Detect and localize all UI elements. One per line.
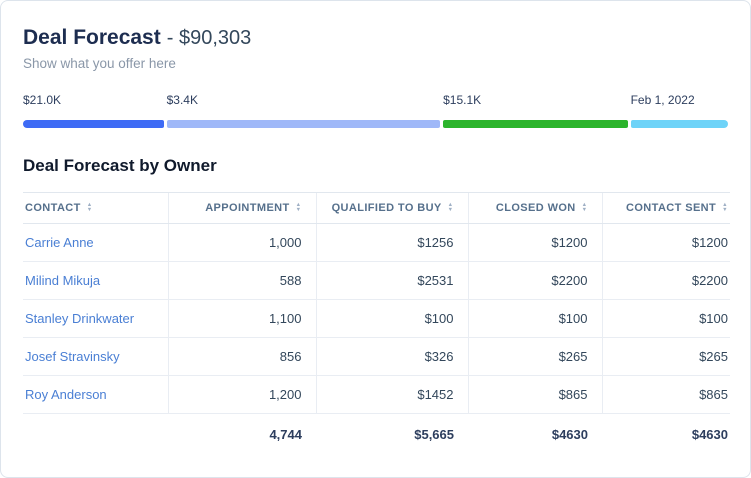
sort-icon[interactable]: ▲ ▼ bbox=[447, 202, 454, 214]
cell-qualified: $1452 bbox=[315, 375, 468, 415]
contact-link[interactable]: Stanley Drinkwater bbox=[25, 311, 135, 327]
totals-empty-cell bbox=[23, 414, 168, 456]
progress-labels: $21.0K $3.4K $15.1K Feb 1, 2022 bbox=[23, 93, 728, 107]
contact-link[interactable]: Roy Anderson bbox=[25, 387, 107, 403]
forecast-table: Contact ▲ ▼ Appointment ▲ ▼ Qualified to Buy… bbox=[23, 192, 730, 455]
cell-closed-won: $865 bbox=[467, 375, 602, 415]
cell-contact-sent: $865 bbox=[601, 375, 730, 415]
table-row: Josef Stravinsky 856 $326 $265 $265 bbox=[23, 337, 730, 377]
contact-link[interactable]: Milind Mikuja bbox=[25, 273, 101, 289]
cell-appointment: 1,100 bbox=[167, 299, 316, 339]
total-contact-sent: $4630 bbox=[691, 427, 728, 443]
segment-label-2: $3.4K bbox=[166, 93, 198, 108]
cell-qualified: $2531 bbox=[315, 261, 468, 301]
total-closed-won: $4630 bbox=[551, 427, 588, 443]
cell-appointment: 856 bbox=[167, 337, 316, 377]
cell-qualified: $326 bbox=[315, 337, 468, 377]
cell-closed-won: $265 bbox=[467, 337, 602, 377]
column-header-contact[interactable]: Contact ▲ ▼ bbox=[23, 192, 168, 225]
total-qualified: $5,665 bbox=[414, 427, 454, 443]
sort-icon[interactable]: ▲ ▼ bbox=[295, 202, 302, 214]
report-total-amount: - $90,303 bbox=[166, 27, 252, 49]
cell-contact-sent: $2200 bbox=[601, 261, 730, 301]
progress-segment-3 bbox=[443, 120, 628, 129]
segment-label-1: $21.0K bbox=[23, 93, 62, 108]
cell-appointment: 1,000 bbox=[167, 223, 316, 263]
sort-icon[interactable]: ▲ ▼ bbox=[722, 202, 728, 214]
column-header-qualified-to-buy[interactable]: Qualified to Buy ▲ ▼ bbox=[315, 192, 468, 225]
cell-qualified: $1256 bbox=[315, 223, 468, 263]
progress-segment-4 bbox=[630, 120, 728, 129]
contact-link[interactable]: Josef Stravinsky bbox=[25, 349, 120, 365]
progress-segment-2 bbox=[166, 120, 441, 129]
table-row: Roy Anderson 1,200 $1452 $865 $865 bbox=[23, 375, 730, 415]
cell-qualified: $100 bbox=[315, 299, 468, 339]
report-title: Deal Forecast bbox=[23, 26, 161, 49]
cell-contact-sent: $265 bbox=[601, 337, 730, 377]
report-header: Deal Forecast - $90,303 Show what you off… bbox=[23, 25, 728, 71]
table-row: Stanley Drinkwater 1,100 $100 $100 $100 bbox=[23, 299, 730, 339]
contact-link[interactable]: Carrie Anne bbox=[25, 235, 94, 251]
segment-label-4: Feb 1, 2022 bbox=[630, 93, 695, 108]
cell-appointment: 588 bbox=[167, 261, 316, 301]
total-appointment: 4,744 bbox=[269, 427, 302, 443]
totals-row: 4,744 $5,665 $4630 $4630 bbox=[23, 414, 730, 456]
sort-icon[interactable]: ▲ ▼ bbox=[581, 202, 588, 214]
report-subtitle: Show what you offer here bbox=[23, 56, 176, 72]
page-title: Deal Forecast - $90,303 bbox=[23, 25, 728, 51]
cell-appointment: 1,200 bbox=[167, 375, 316, 415]
cell-closed-won: $2200 bbox=[467, 261, 602, 301]
column-header-closed-won[interactable]: Closed Won ▲ ▼ bbox=[467, 192, 602, 225]
table-row: Carrie Anne 1,000 $1256 $1200 $1200 bbox=[23, 223, 730, 263]
cell-closed-won: $100 bbox=[467, 299, 602, 339]
forecast-progress: $21.0K $3.4K $15.1K Feb 1, 2022 bbox=[23, 93, 728, 129]
cell-contact-sent: $100 bbox=[601, 299, 730, 339]
progress-segment-1 bbox=[23, 120, 164, 129]
table-header-row: Contact ▲ ▼ Appointment ▲ ▼ Qualified to Buy… bbox=[23, 192, 730, 225]
cell-contact-sent: $1200 bbox=[601, 223, 730, 263]
column-header-appointment[interactable]: Appointment ▲ ▼ bbox=[167, 192, 316, 225]
cell-closed-won: $1200 bbox=[467, 223, 602, 263]
table-title: Deal Forecast by Owner bbox=[23, 156, 217, 176]
segment-label-3: $15.1K bbox=[443, 93, 482, 108]
column-header-contact-sent[interactable]: Contact Sent ▲ ▼ bbox=[601, 192, 730, 225]
table-row: Milind Mikuja 588 $2531 $2200 $2200 bbox=[23, 261, 730, 301]
sort-icon[interactable]: ▲ ▼ bbox=[86, 202, 93, 214]
progress-bar bbox=[23, 120, 728, 129]
